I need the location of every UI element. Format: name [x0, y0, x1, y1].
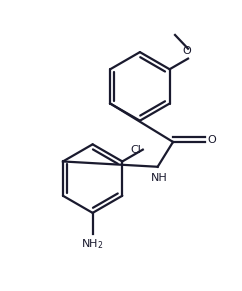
Text: Cl: Cl [131, 145, 142, 155]
Text: NH: NH [151, 173, 168, 183]
Text: O: O [208, 135, 217, 145]
Text: NH$_2$: NH$_2$ [81, 237, 104, 251]
Text: O: O [182, 46, 191, 56]
